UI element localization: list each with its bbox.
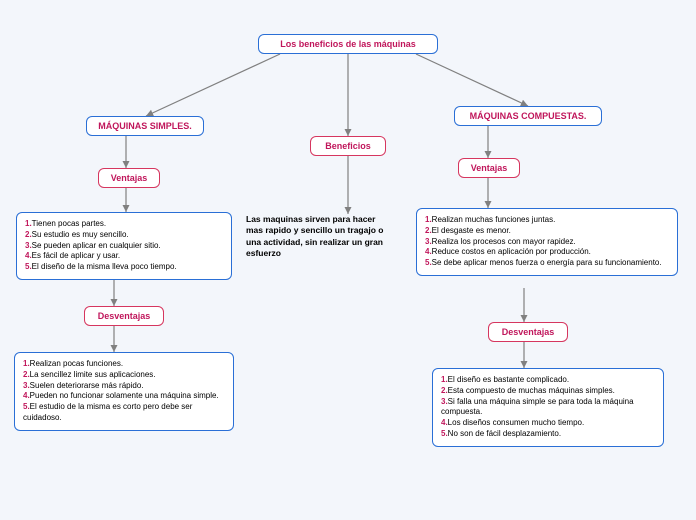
node-root: Los beneficios de las máquinas xyxy=(258,34,438,54)
box-simples-ventajas: 1.Tienen pocas partes.2.Su estudio es mu… xyxy=(16,212,232,280)
node-simples: MÁQUINAS SIMPLES. xyxy=(86,116,204,136)
node-beneficios: Beneficios xyxy=(310,136,386,156)
node-compuestas: MÁQUINAS COMPUESTAS. xyxy=(454,106,602,126)
node-ventajas-compuestas: Ventajas xyxy=(458,158,520,178)
node-desventajas-simples: Desventajas xyxy=(84,306,164,326)
benefit-text: Las maquinas sirven para hacermas rapido… xyxy=(246,214,422,260)
box-compuestas-ventajas: 1.Realizan muchas funciones juntas.2.El … xyxy=(416,208,678,276)
box-simples-desventajas: 1.Realizan pocas funciones.2.La sencille… xyxy=(14,352,234,431)
node-desventajas-compuestas: Desventajas xyxy=(488,322,568,342)
box-compuestas-desventajas: 1.El diseño es bastante complicado.2.Est… xyxy=(432,368,664,447)
node-ventajas-simples: Ventajas xyxy=(98,168,160,188)
